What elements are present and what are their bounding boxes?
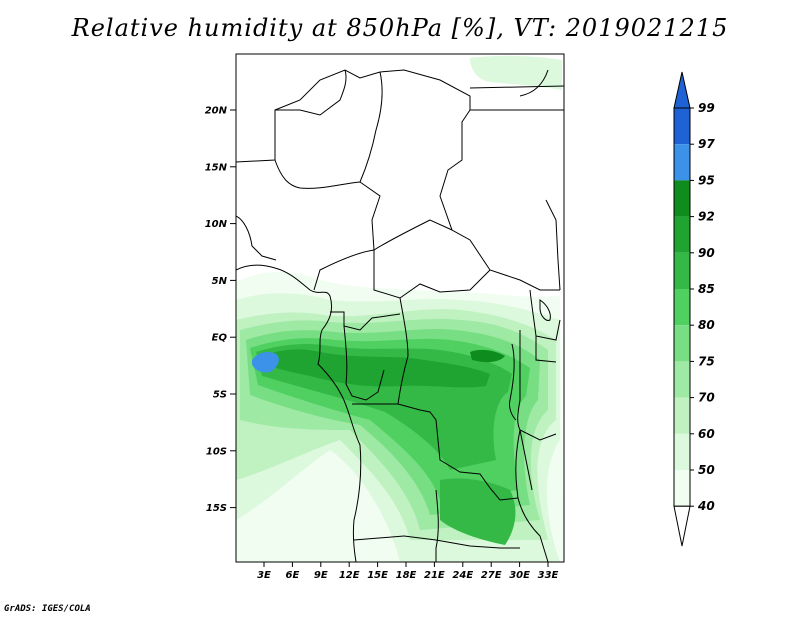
lat-label: 5N [212,276,228,287]
colorbar-segment [674,252,690,289]
lon-label: 6E [286,570,300,581]
lakes [509,299,551,491]
colorbar-label: 75 [698,354,715,368]
lon-label: 24E [452,570,473,581]
colorbar-label: 90 [698,246,715,260]
colorbar-label: 92 [698,210,715,224]
colorbar-segment [674,108,690,145]
lon-label: 33E [538,570,559,581]
colorbar-segment [674,289,690,326]
colorbar-segment [674,397,690,434]
colorbar-label: 70 [698,391,715,405]
grads-credit: GrADS: IGES/COLA [4,604,91,614]
lat-label: 5S [213,390,227,401]
lat-label: 15S [206,503,227,514]
colorbar-segment [674,144,690,181]
country-borders [236,69,564,562]
colorbar: 99 97 95 92 90 85 80 75 70 60 50 40 [673,71,715,547]
lon-label: 18E [396,570,417,581]
lat-label: EQ [212,333,228,344]
map-frame [235,53,565,563]
colorbar-segment [674,325,690,362]
colorbar-label: 95 [698,173,715,187]
lat-label: 10N [205,219,228,230]
colorbar-label: 60 [698,427,715,441]
lat-label: 10S [206,446,227,457]
lon-label: 9E [314,570,328,581]
map-title: Relative humidity at 850hPa [%], VT: 201… [71,14,729,42]
colorbar-top-arrow [673,71,691,109]
lon-label: 12E [339,570,360,581]
colorbar-label: 40 [697,499,715,513]
longitude-axis: 3E 6E 9E 12E 15E 18E 21E 24E 27E 30E 33E [257,562,559,581]
colorbar-label: 99 [698,101,715,115]
lon-label: 27E [481,570,502,581]
lon-label: 30E [509,570,530,581]
colorbar-bottom-arrow [673,505,691,547]
latitude-axis: 20N 15N 10N 5N EQ 5S 10S 15S [205,106,236,514]
colorbar-label: 80 [698,318,715,332]
colorbar-segment [674,216,690,253]
colorbar-segment [674,361,690,398]
colorbar-segment [674,470,690,507]
colorbar-segment [674,180,690,217]
colorbar-label: 97 [698,137,715,151]
humidity-shading [236,55,564,562]
lon-label: 3E [257,570,271,581]
lat-label: 15N [205,162,228,173]
colorbar-label: 50 [698,463,715,477]
lon-label: 21E [424,570,445,581]
colorbar-segment [674,433,690,470]
colorbar-label: 85 [698,282,715,296]
lat-label: 20N [205,106,228,117]
lon-label: 15E [367,570,388,581]
